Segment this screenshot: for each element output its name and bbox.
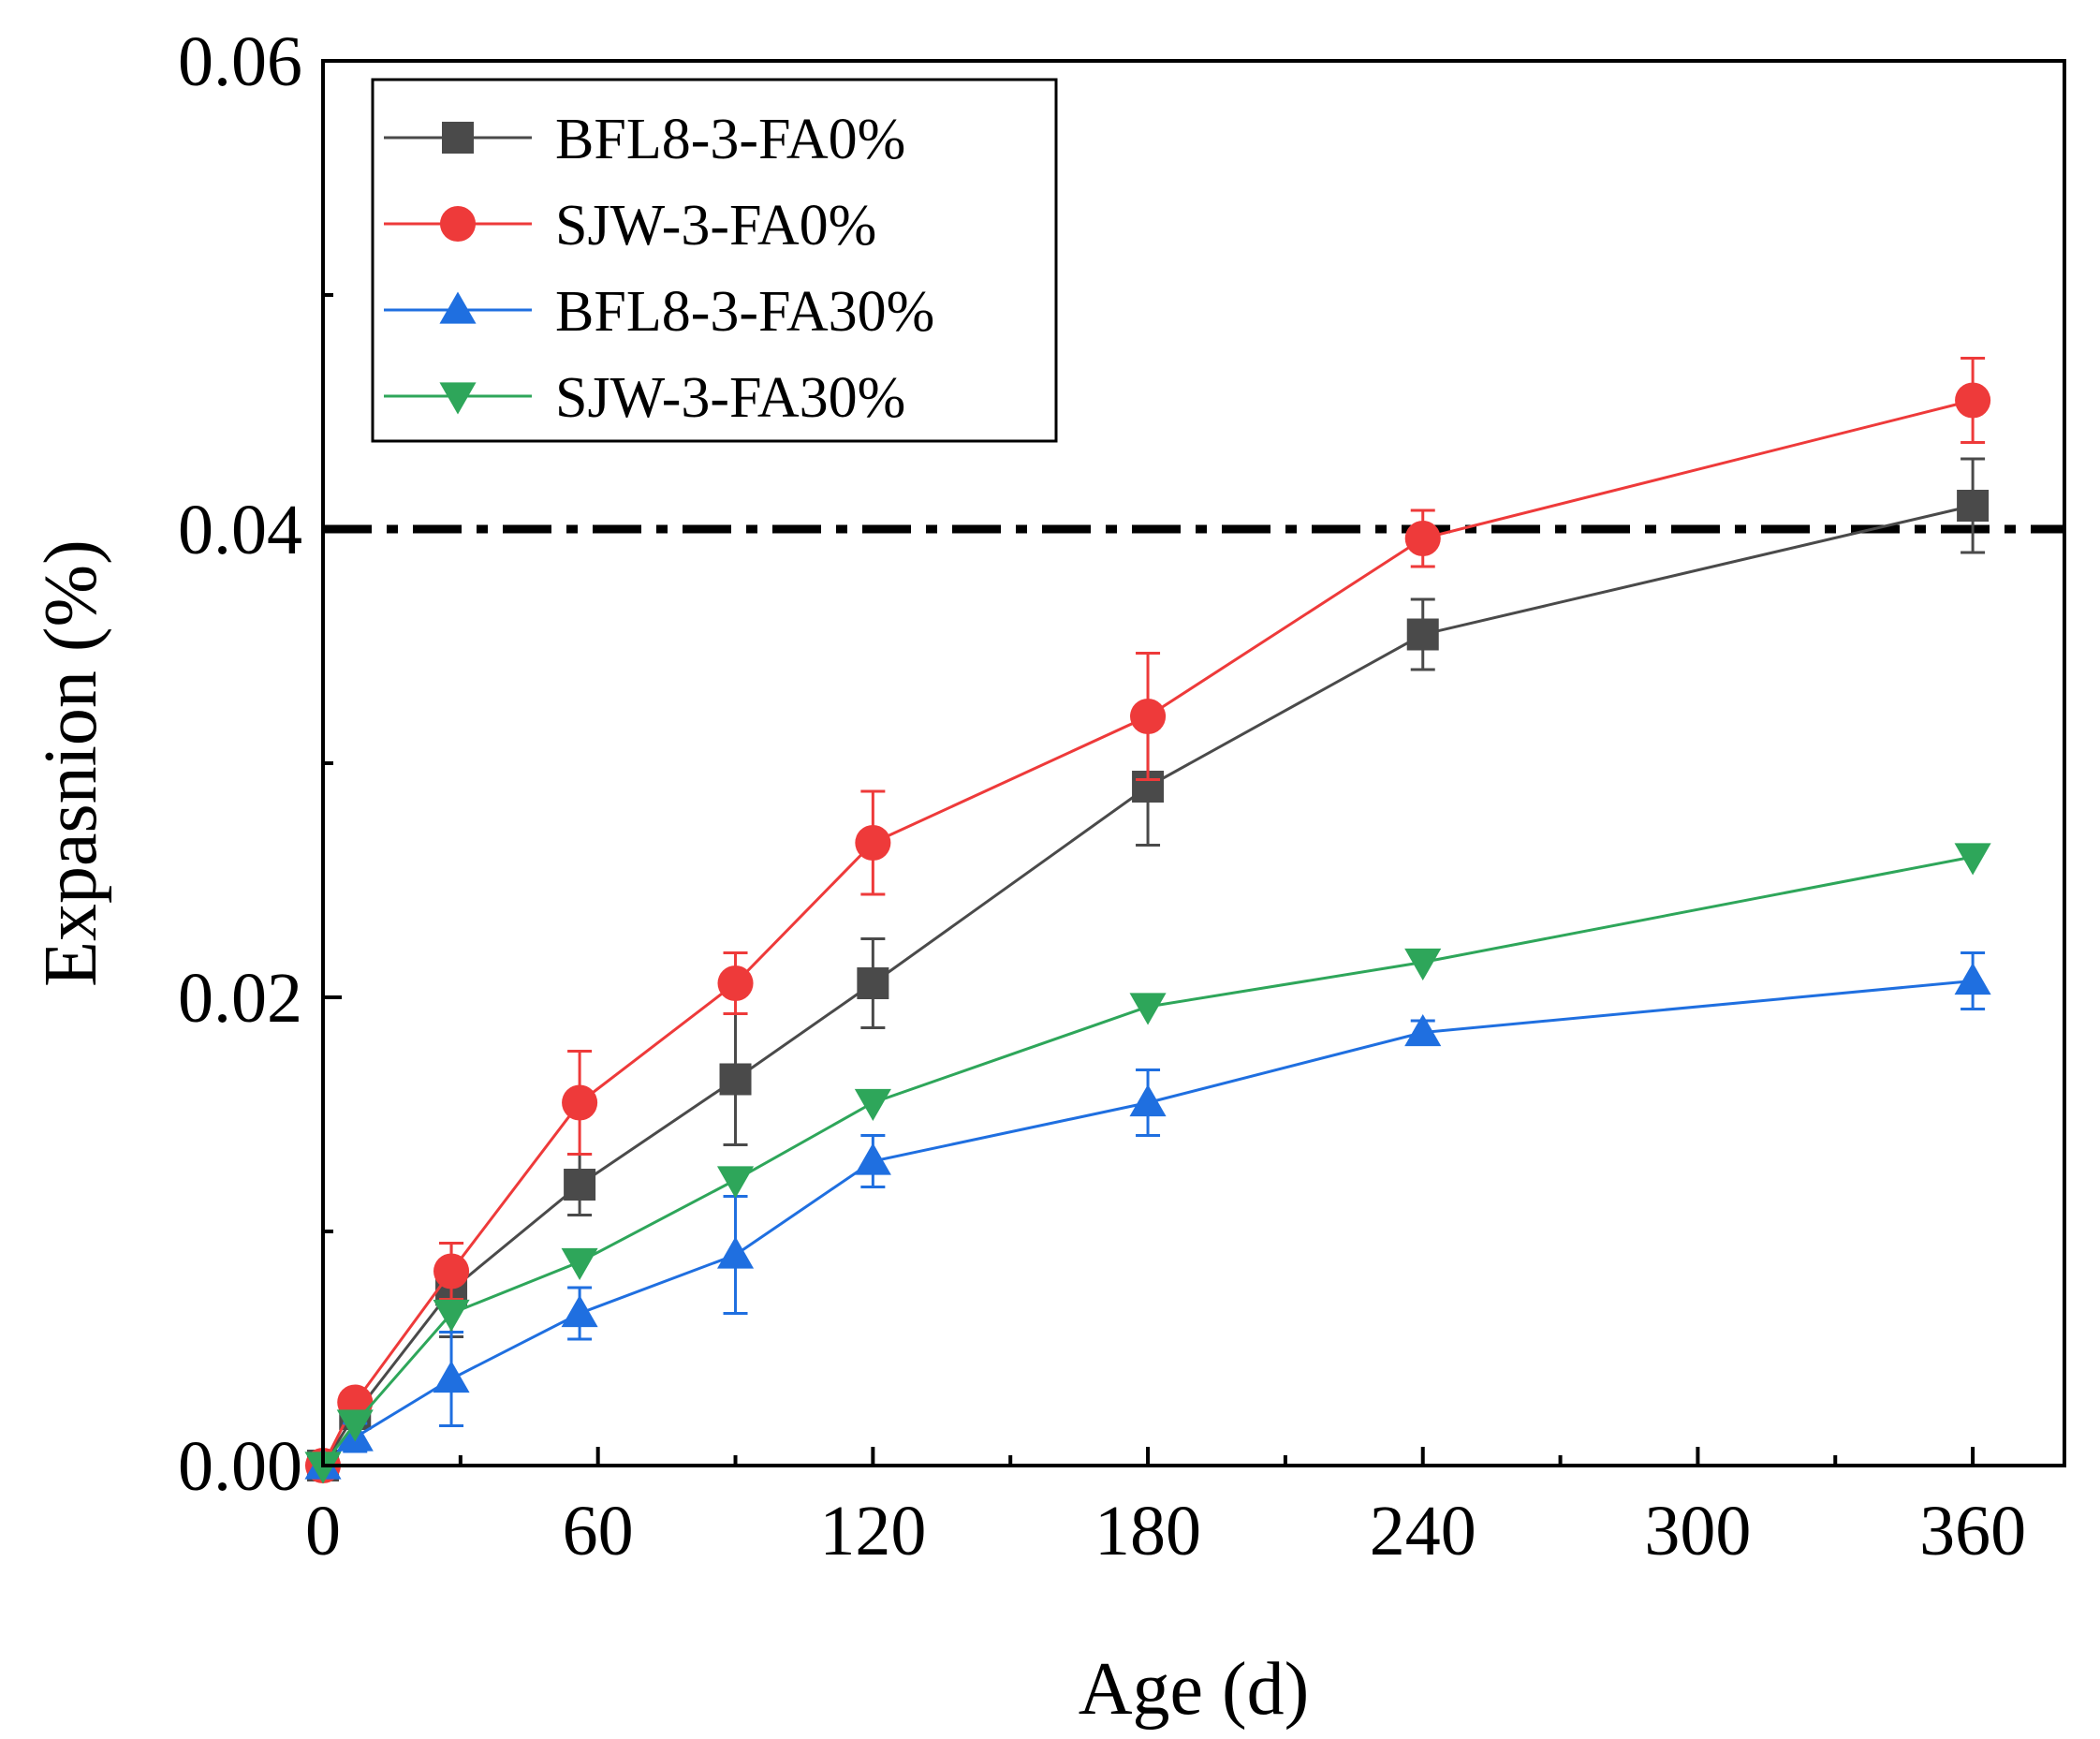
legend-item: SJW-3-FA30% — [384, 366, 905, 430]
data-point — [716, 1236, 755, 1269]
series-0 — [307, 457, 1990, 1481]
data-point — [1130, 698, 1167, 735]
data-point — [1129, 993, 1167, 1025]
data-point — [564, 1169, 596, 1201]
legend-label: BFL8-3-FA0% — [555, 108, 905, 171]
legend-item: BFL8-3-FA30% — [384, 280, 934, 344]
legend-marker — [442, 122, 474, 154]
data-point — [717, 965, 754, 1002]
data-point — [433, 1299, 470, 1333]
y-axis-title: Expasnion (%) — [30, 539, 112, 987]
data-point — [304, 1452, 342, 1484]
data-point — [854, 1088, 891, 1122]
y-tick-label: 0.00 — [178, 1427, 302, 1506]
data-point — [719, 1063, 752, 1096]
x-tick-label: 240 — [1370, 1492, 1476, 1570]
x-tick-label: 360 — [1919, 1492, 2026, 1570]
legend-marker — [439, 205, 477, 243]
axis-ticks: 0 60 120 180 240 300 360 0.00 0.02 0.04 0.06 — [178, 22, 2026, 1570]
x-tick-label: 180 — [1094, 1492, 1201, 1570]
y-tick-label: 0.06 — [178, 22, 302, 101]
legend: BFL8-3-FA0% SJW-3-FA0% BFL8-3-FA30% SJW-3-F… — [371, 78, 1058, 443]
legend-box — [371, 78, 1058, 443]
series-3 — [304, 843, 1991, 1484]
data-point — [716, 1166, 755, 1199]
x-axis-title: Age (d) — [1079, 1648, 1310, 1731]
data-point — [561, 1247, 598, 1281]
y-tick-label: 0.02 — [178, 959, 302, 1038]
data-point — [433, 1253, 470, 1290]
plot-area — [304, 357, 2064, 1484]
data-point — [433, 1360, 470, 1393]
legend-label: SJW-3-FA30% — [555, 366, 905, 430]
legend-marker — [439, 382, 477, 415]
data-point — [1404, 948, 1442, 981]
legend-marker — [439, 291, 477, 324]
data-point — [1404, 520, 1441, 557]
legend-label: SJW-3-FA0% — [555, 194, 876, 258]
data-point — [1406, 618, 1439, 651]
x-tick-label: 300 — [1644, 1492, 1751, 1570]
data-point — [562, 1084, 598, 1121]
data-point — [857, 967, 889, 999]
data-point — [561, 1294, 598, 1328]
data-point — [1954, 962, 1991, 995]
legend-label: BFL8-3-FA30% — [555, 280, 934, 344]
x-tick-label: 0 — [305, 1492, 341, 1570]
data-point — [855, 824, 891, 862]
data-point — [1404, 1013, 1442, 1047]
legend-item: BFL8-3-FA0% — [384, 108, 905, 171]
y-tick-label: 0.04 — [178, 491, 302, 569]
data-point — [1954, 843, 1991, 876]
data-point — [854, 1142, 891, 1175]
data-point — [1957, 490, 1990, 522]
legend-item: SJW-3-FA0% — [384, 194, 876, 258]
series-2 — [304, 951, 1991, 1480]
data-point — [1955, 382, 1991, 419]
x-tick-label: 60 — [563, 1492, 634, 1570]
x-tick-label: 120 — [819, 1492, 926, 1570]
data-point — [1129, 1083, 1167, 1117]
data-point — [336, 1409, 374, 1442]
